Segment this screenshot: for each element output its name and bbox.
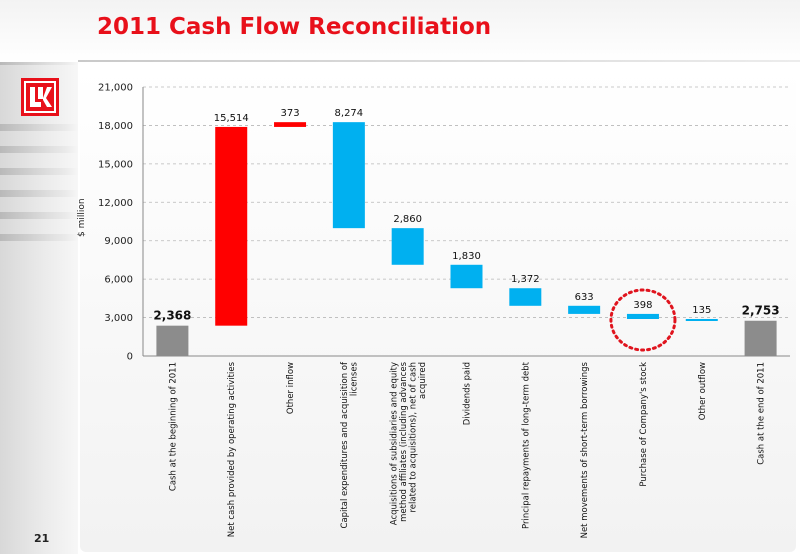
- y-tick-label: 6,000: [104, 275, 133, 286]
- bar-value-label: 2,753: [742, 304, 780, 318]
- y-tick-label: 9,000: [104, 236, 133, 247]
- bar-total: [156, 325, 189, 356]
- bar-value-label: 2,860: [393, 214, 422, 225]
- bar-total: [744, 320, 777, 356]
- bar-value-label: 398: [633, 300, 652, 311]
- chart-panel: [80, 68, 796, 552]
- category-label: Net cash provided by operating activitie…: [227, 361, 237, 537]
- bar-value-label: 1,830: [452, 251, 481, 262]
- slide-title: 2011 Cash Flow Reconciliation: [97, 14, 492, 40]
- category-label: Cash at the beginning of 2011: [168, 362, 178, 491]
- bar-outflow: [626, 313, 659, 320]
- bar-value-label: 1,372: [511, 274, 540, 285]
- category-label: Principal repayments of long-term debt: [521, 361, 531, 529]
- category-label: Dividends paid: [463, 362, 473, 425]
- bar-value-label: 373: [280, 108, 299, 119]
- y-tick-label: 0: [127, 352, 133, 363]
- highlight-circle: [609, 288, 677, 352]
- bar-outflow: [509, 288, 542, 306]
- page-number: 21: [34, 532, 50, 545]
- bar-inflow: [274, 122, 307, 127]
- category-label: Other outflow: [698, 362, 708, 420]
- bar-value-label: 135: [692, 305, 711, 316]
- header-band: [0, 0, 800, 62]
- bar-outflow: [685, 319, 718, 322]
- bar-value-label: 8,274: [335, 108, 364, 119]
- bar-value-label: 633: [575, 292, 594, 303]
- y-tick-label: 15,000: [98, 159, 133, 170]
- bar-outflow: [332, 122, 365, 229]
- y-tick-label: 12,000: [98, 198, 133, 209]
- bar-value-label: 15,514: [214, 113, 249, 124]
- bar-outflow: [391, 228, 424, 265]
- bar-outflow: [450, 264, 483, 289]
- y-tick-label: 21,000: [98, 83, 133, 94]
- y-tick-label: 18,000: [98, 121, 133, 132]
- category-label: Purchase of Company's stock: [639, 362, 649, 487]
- title-divider: [78, 60, 800, 62]
- category-label: Net movements of short-term borrowings: [580, 361, 590, 538]
- category-label: Acquisitions of subsidiaries and equitym…: [389, 361, 428, 525]
- lukoil-logo-icon: [21, 78, 59, 116]
- category-label: Cash at the end of 2011: [757, 362, 767, 465]
- bar-inflow: [215, 126, 248, 326]
- bar-value-label: 2,368: [153, 309, 191, 323]
- category-label: Capital expenditures and acquisition ofl…: [340, 361, 360, 528]
- bar-outflow: [568, 305, 601, 314]
- category-label: Other inflow: [286, 362, 296, 414]
- y-tick-label: 3,000: [104, 313, 133, 324]
